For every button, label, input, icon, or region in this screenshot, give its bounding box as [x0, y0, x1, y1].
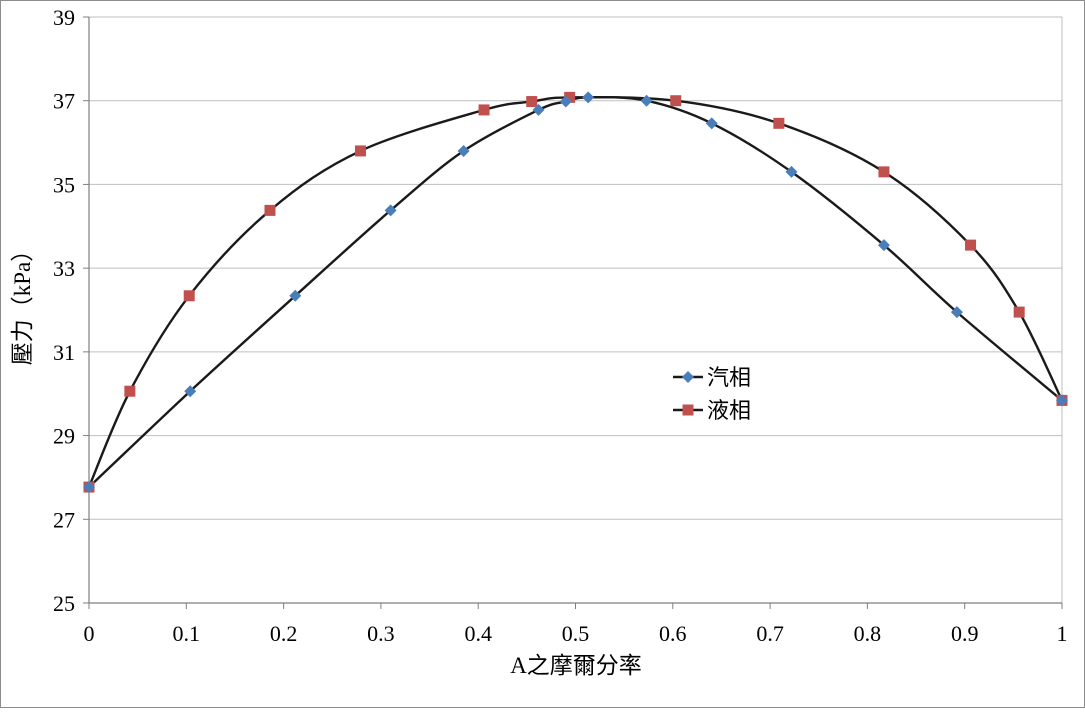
x-tick-label: 0 [84, 621, 95, 646]
data-point-vapor [384, 204, 397, 217]
x-tick-label: 0.2 [270, 621, 298, 646]
series-line-vapor [88, 96, 1063, 488]
data-point-liquid [526, 96, 538, 108]
series-curves [87, 96, 1064, 488]
data-point-vapor [950, 306, 963, 319]
data-point-vapor [785, 165, 798, 178]
axes [83, 16, 1063, 609]
x-tick-label: 0.3 [367, 621, 395, 646]
data-point-liquid [564, 91, 576, 103]
data-point-liquid [478, 104, 490, 116]
data-point-vapor [705, 117, 718, 130]
data-point-vapor [184, 385, 197, 398]
x-axis-label: A之摩爾分率 [510, 653, 642, 678]
legend-label-vapor: 汽相 [707, 365, 751, 390]
data-point-liquid [1013, 306, 1025, 318]
data-point-liquid [670, 95, 682, 107]
y-tick-label: 33 [53, 256, 75, 281]
data-point-vapor [532, 103, 545, 116]
data-point-vapor [877, 239, 890, 252]
data-point-liquid [878, 166, 890, 178]
tick-labels: 25 27 29 31 33 35 37 39 0 0.1 0.2 0.3 0.4 0.5 0.6 0.7 0.… [53, 5, 1068, 646]
series-line-liquid [87, 96, 1064, 488]
y-axis-label: 壓力（kPa） [10, 239, 35, 366]
data-point-vapor [289, 289, 302, 302]
data-point-liquid [183, 290, 195, 302]
data-point-liquid [354, 145, 366, 157]
grid-lines [89, 16, 1063, 603]
data-point-vapor [457, 144, 470, 157]
y-tick-label: 39 [53, 5, 75, 30]
data-point-vapor [582, 91, 595, 104]
x-tick-label: 0.6 [659, 621, 687, 646]
y-tick-label: 27 [53, 507, 75, 532]
data-point-liquid [965, 239, 977, 251]
x-tick-label: 1 [1057, 621, 1068, 646]
x-tick-label: 0.7 [756, 621, 784, 646]
y-tick-label: 31 [53, 340, 75, 365]
data-point-liquid [264, 204, 276, 216]
data-point-liquid [773, 117, 785, 129]
data-point-liquid [124, 385, 136, 397]
data-point-vapor [640, 94, 653, 107]
legend-marker-liquid [682, 404, 694, 416]
x-tick-label: 0.4 [464, 621, 492, 646]
y-tick-label: 25 [53, 591, 75, 616]
y-tick-label: 37 [53, 89, 75, 114]
legend-marker-vapor [682, 371, 694, 383]
x-tick-label: 0.9 [951, 621, 979, 646]
y-tick-label: 29 [53, 424, 75, 449]
data-point-vapor [83, 481, 95, 494]
legend-label-liquid: 液相 [707, 398, 751, 423]
data-point-vapor [559, 95, 572, 108]
x-tick-label: 0.8 [854, 621, 882, 646]
x-tick-label: 0.1 [173, 621, 201, 646]
data-point-vapor [1056, 394, 1068, 407]
series-markers [83, 91, 1068, 494]
y-tick-label: 35 [53, 172, 75, 197]
x-tick-label: 0.5 [562, 621, 590, 646]
